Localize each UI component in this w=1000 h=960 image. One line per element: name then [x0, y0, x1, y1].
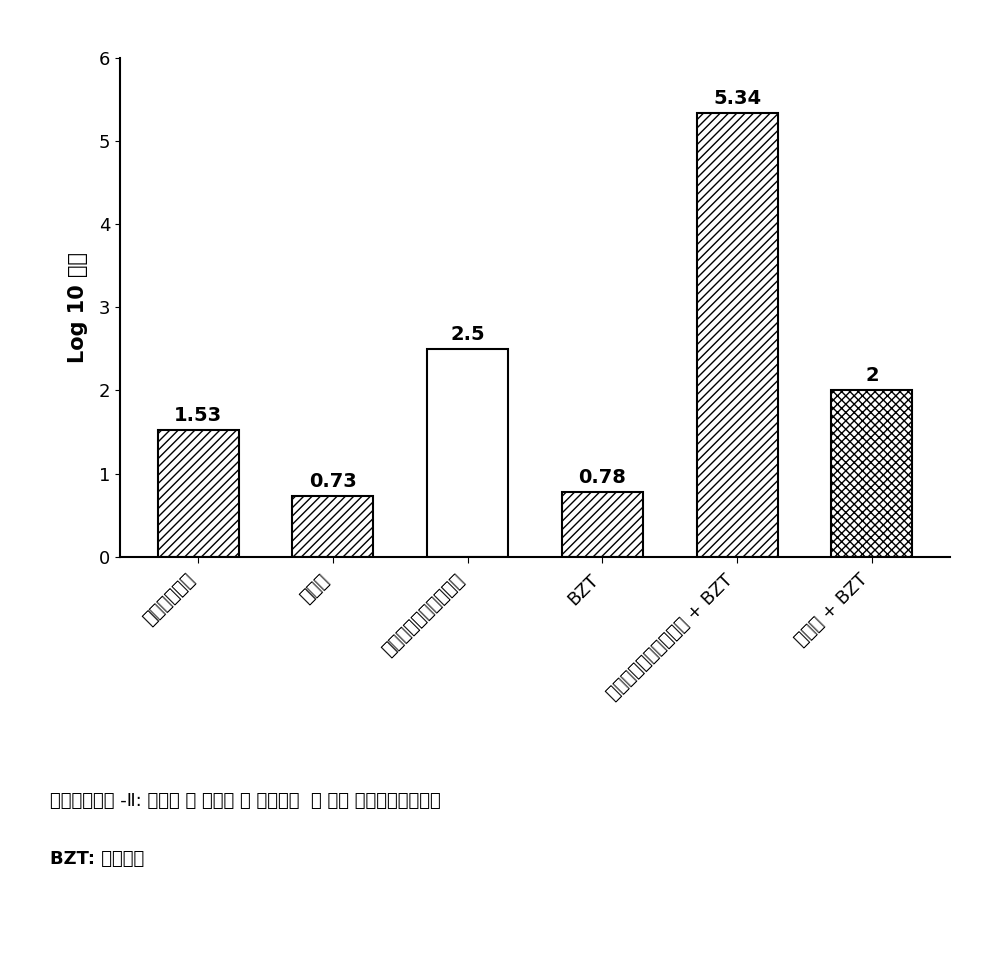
Bar — [292, 496, 373, 557]
Bar — [831, 391, 912, 557]
Text: 植物性共混物: 植物性共混物 — [140, 570, 198, 629]
Bar — [562, 492, 643, 557]
Text: 2: 2 — [865, 367, 879, 385]
Text: 植物性共混物 -Ⅱ: 百里酚 ＋ 柠檬油 ＋ 柠檬草油  ＋ 橙油 ＋葡萄柚籽提取物: 植物性共混物 -Ⅱ: 百里酚 ＋ 柠檬油 ＋ 柠檬草油 ＋ 橙油 ＋葡萄柚籽提取… — [50, 792, 441, 810]
Text: 0.73: 0.73 — [309, 472, 357, 492]
Text: 植物性共混物＋辛二醇 + BZT: 植物性共混物＋辛二醇 + BZT — [604, 570, 737, 704]
Bar — [697, 112, 778, 557]
Text: 2.5: 2.5 — [450, 324, 485, 344]
Bar — [158, 429, 239, 557]
Text: 辛二醇 + BZT: 辛二醇 + BZT — [792, 570, 872, 650]
Text: 5.34: 5.34 — [713, 88, 761, 108]
Text: BZT: 苯索氯鐥: BZT: 苯索氯鐥 — [50, 850, 144, 868]
Text: BZT: BZT — [564, 570, 602, 609]
Bar — [427, 348, 508, 557]
Text: 1.53: 1.53 — [174, 405, 222, 424]
Y-axis label: Log 10 降低: Log 10 降低 — [68, 252, 88, 363]
Text: 植物性共混物＋辛二醇: 植物性共混物＋辛二醇 — [379, 570, 468, 660]
Text: 辛二醇: 辛二醇 — [297, 570, 333, 606]
Text: 0.78: 0.78 — [578, 468, 626, 487]
